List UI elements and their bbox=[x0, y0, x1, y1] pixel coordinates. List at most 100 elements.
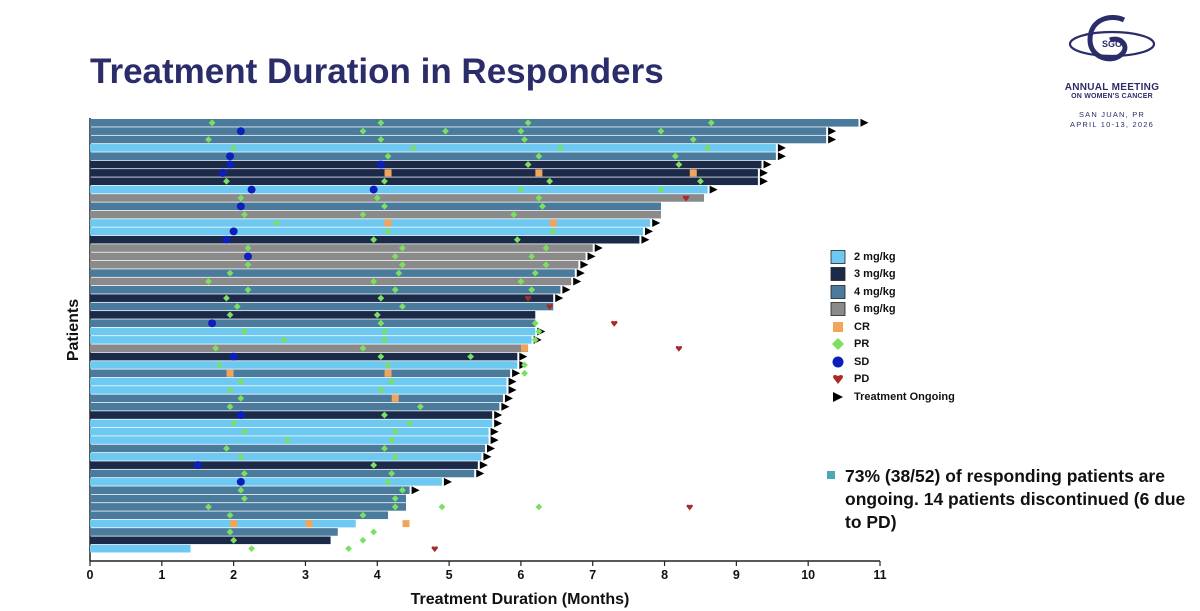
ongoing-arrow bbox=[641, 235, 650, 244]
patient-row bbox=[90, 118, 869, 127]
pr-marker bbox=[384, 361, 392, 369]
x-tick-label: 1 bbox=[158, 568, 165, 582]
duration-bar bbox=[90, 244, 593, 252]
patient-row bbox=[90, 143, 786, 152]
ongoing-arrow bbox=[501, 402, 510, 411]
patient-row bbox=[90, 544, 438, 553]
pr-marker bbox=[226, 269, 234, 277]
legend-item: PD bbox=[830, 371, 955, 389]
pr-marker bbox=[531, 269, 539, 277]
pr-marker bbox=[395, 269, 403, 277]
patient-row bbox=[90, 260, 589, 269]
sd-marker bbox=[229, 227, 238, 236]
cr-marker bbox=[521, 344, 528, 352]
ongoing-arrow bbox=[504, 394, 513, 403]
sd-marker bbox=[236, 127, 245, 136]
patient-row bbox=[90, 127, 837, 136]
pr-marker bbox=[373, 194, 381, 202]
x-tick-label: 0 bbox=[87, 568, 94, 582]
pr-marker bbox=[226, 403, 234, 411]
duration-bar bbox=[90, 210, 661, 219]
cr-marker bbox=[549, 219, 557, 227]
duration-bar bbox=[90, 478, 442, 486]
pr-marker bbox=[510, 211, 518, 219]
patient-row bbox=[90, 327, 546, 336]
patient-row bbox=[90, 360, 528, 369]
pr-marker bbox=[416, 403, 424, 411]
ongoing-arrow bbox=[411, 486, 420, 495]
pr-marker bbox=[467, 353, 475, 360]
ongoing-arrow bbox=[555, 294, 564, 303]
ongoing-arrow bbox=[562, 285, 571, 294]
pr-marker bbox=[381, 177, 388, 185]
pr-marker bbox=[438, 503, 446, 511]
legend-item: 3 mg/kg bbox=[830, 266, 955, 284]
sd-marker bbox=[226, 152, 235, 161]
pr-marker bbox=[205, 136, 212, 143]
duration-bar bbox=[90, 327, 536, 336]
ongoing-arrow bbox=[494, 419, 503, 428]
patient-row bbox=[90, 194, 705, 202]
logo-line-dates: APRIL 10-13, 2026 bbox=[1070, 120, 1154, 129]
pr-marker bbox=[675, 161, 683, 168]
duration-bar bbox=[90, 160, 762, 169]
pr-marker bbox=[345, 545, 352, 553]
duration-bar bbox=[90, 152, 776, 160]
pr-marker bbox=[399, 244, 406, 252]
pr-marker bbox=[535, 503, 543, 511]
legend-symbol-icon bbox=[830, 390, 846, 404]
duration-bar bbox=[90, 277, 572, 286]
pr-marker bbox=[359, 536, 367, 544]
pr-marker bbox=[212, 344, 220, 352]
pr-marker bbox=[524, 119, 532, 127]
legend-symbol-icon bbox=[830, 355, 846, 369]
ongoing-arrow bbox=[594, 244, 603, 253]
pr-marker bbox=[226, 511, 234, 519]
patient-row bbox=[90, 177, 768, 186]
ongoing-arrow bbox=[494, 411, 503, 420]
patient-row bbox=[90, 344, 683, 353]
patient-row bbox=[90, 494, 406, 503]
duration-bar bbox=[90, 453, 482, 461]
pr-marker bbox=[241, 495, 248, 502]
pr-marker bbox=[388, 378, 396, 386]
x-tick-label: 4 bbox=[374, 568, 381, 582]
patient-row bbox=[90, 252, 596, 261]
pr-marker bbox=[244, 261, 252, 269]
patient-row bbox=[90, 277, 582, 286]
duration-bar bbox=[90, 144, 776, 152]
pr-marker bbox=[391, 428, 399, 436]
duration-bar bbox=[90, 519, 356, 528]
x-tick-label: 2 bbox=[230, 568, 237, 582]
patient-row bbox=[90, 377, 517, 386]
pr-marker bbox=[373, 311, 381, 319]
pr-marker bbox=[535, 194, 543, 202]
pr-marker bbox=[241, 428, 248, 436]
ongoing-arrow bbox=[587, 252, 596, 261]
legend-label: 4 mg/kg bbox=[854, 285, 896, 298]
patient-row bbox=[90, 269, 585, 278]
pr-marker bbox=[241, 470, 248, 477]
pr-marker bbox=[384, 478, 392, 486]
pr-marker bbox=[391, 286, 399, 294]
pr-marker bbox=[226, 311, 234, 319]
ongoing-arrow bbox=[490, 427, 499, 436]
pr-marker bbox=[521, 369, 528, 377]
x-tick-label: 5 bbox=[446, 568, 453, 582]
patient-row bbox=[90, 386, 517, 394]
legend-symbol-icon bbox=[830, 284, 846, 299]
pr-marker bbox=[391, 495, 399, 502]
pr-marker bbox=[377, 353, 385, 360]
pr-marker bbox=[237, 378, 245, 386]
legend-item: CR bbox=[830, 318, 955, 336]
patient-row bbox=[90, 477, 452, 486]
legend-label: CR bbox=[854, 320, 870, 333]
duration-bar bbox=[90, 252, 586, 261]
legend-symbol-icon bbox=[830, 320, 846, 334]
pr-marker bbox=[381, 411, 388, 419]
patient-row bbox=[90, 319, 618, 328]
sd-marker bbox=[218, 168, 227, 177]
pr-marker bbox=[208, 119, 216, 127]
patient-row bbox=[90, 486, 420, 495]
patient-row bbox=[90, 536, 367, 545]
